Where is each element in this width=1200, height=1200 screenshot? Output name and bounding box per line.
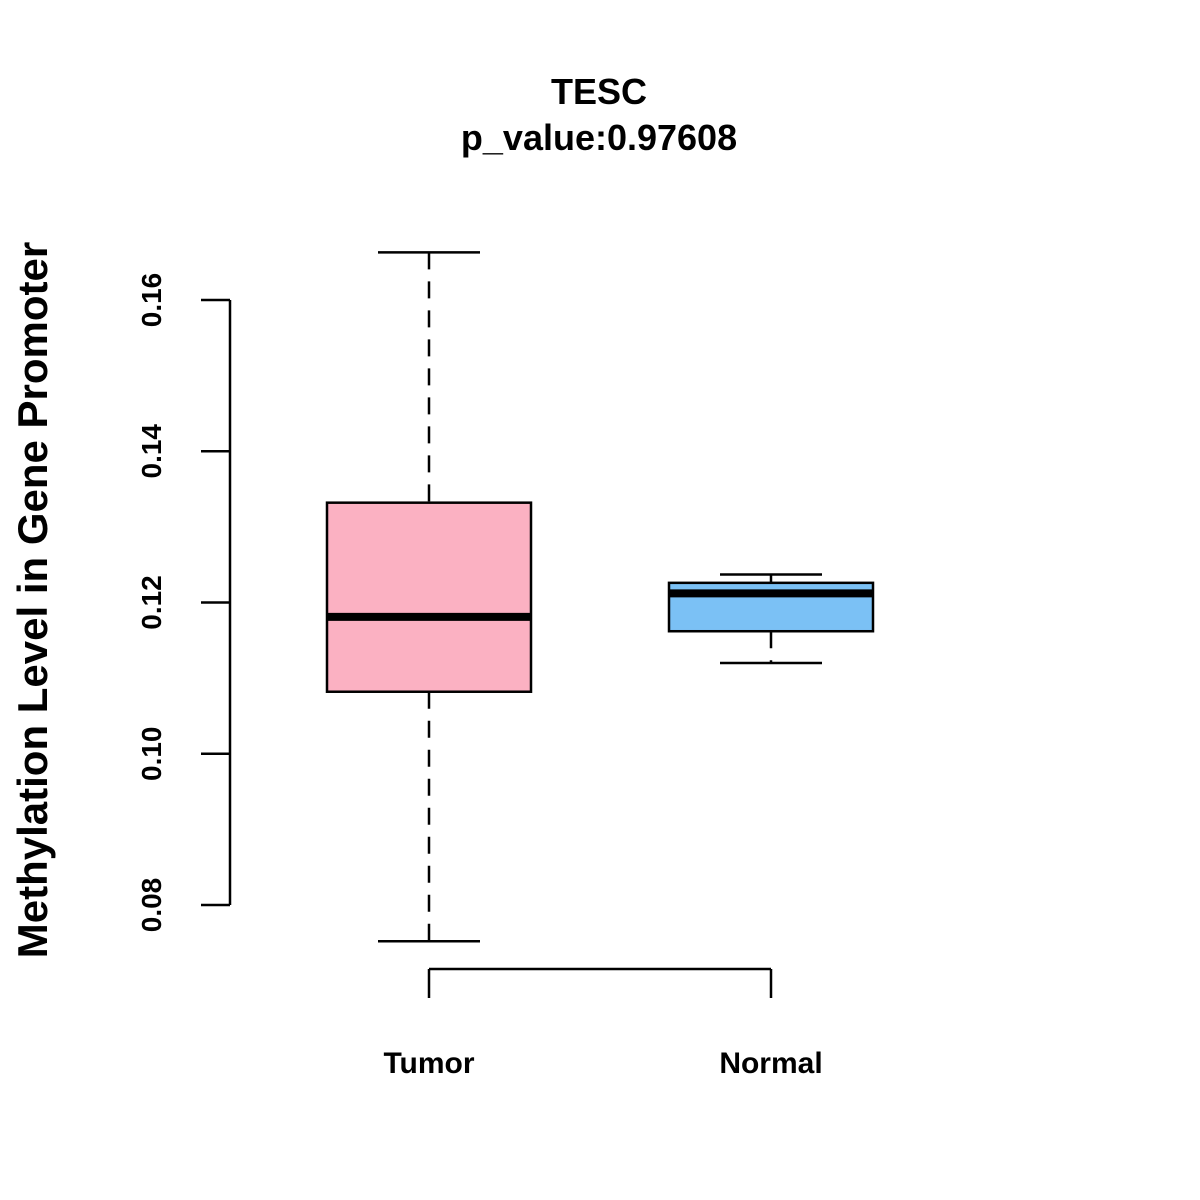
iqr-box [325,501,533,693]
y-tick-label: 0.14 [136,424,167,479]
chart-subtitle: p_value:0.97608 [461,117,737,158]
y-axis: 0.08 0.10 0.12 0.14 0.16 [136,273,232,933]
x-tick-label: Normal [719,1047,822,1080]
y-tick-label: 0.10 [136,727,167,782]
boxes-group [325,251,875,943]
y-tick-label: 0.16 [136,273,167,328]
box-tumor [325,251,533,943]
y-axis-label: Methylation Level in Gene Promoter [9,242,56,958]
x-axis: Tumor Normal [383,967,823,1080]
y-tick-label: 0.08 [136,878,167,933]
box-normal [667,573,875,665]
x-tick-label: Tumor [383,1047,474,1080]
y-tick-label: 0.12 [136,575,167,630]
chart-title: TESC [551,71,647,112]
